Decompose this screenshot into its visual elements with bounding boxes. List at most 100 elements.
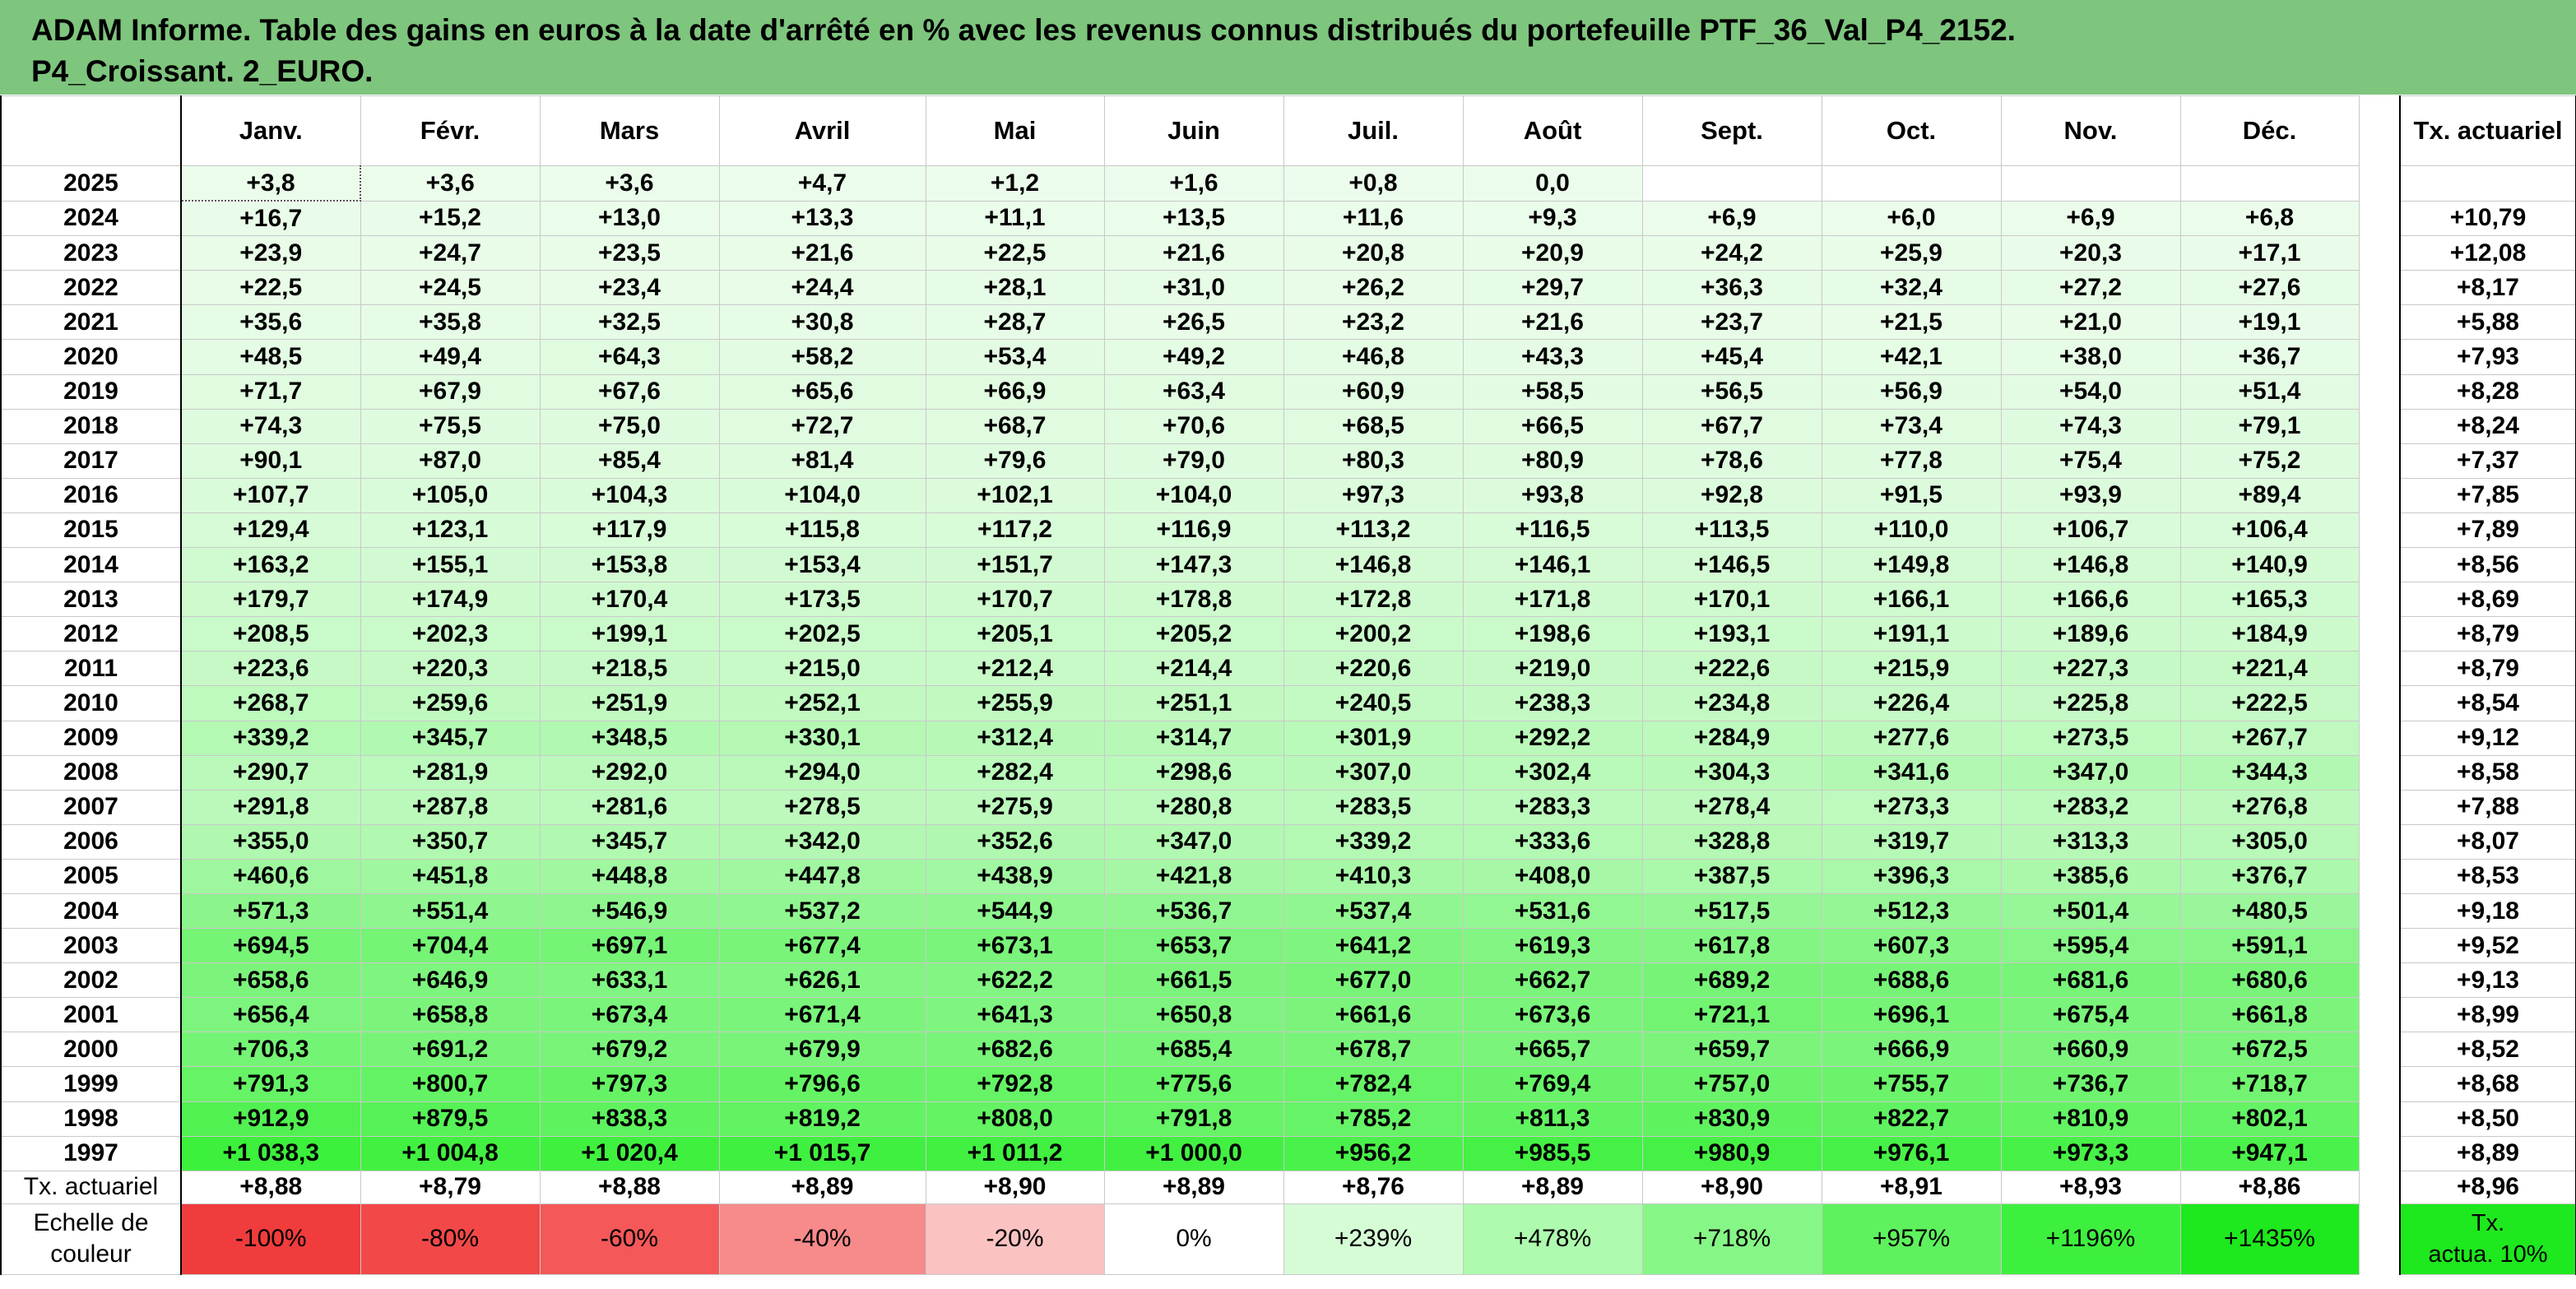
year-label: 2001 <box>0 997 182 1033</box>
gain-cell: +170,7 <box>925 582 1105 618</box>
gain-cell: +227,3 <box>2000 651 2181 687</box>
gain-cell: +146,8 <box>2000 547 2181 583</box>
color-scale-swatch: +718% <box>1641 1203 1822 1275</box>
gain-cell: +312,4 <box>925 720 1105 756</box>
gain-cell: +35,8 <box>360 304 541 341</box>
gain-cell: +3,8 <box>180 165 361 202</box>
actuarial-scale-line-1: Tx. <box>2471 1210 2505 1237</box>
gain-cell: +16,7 <box>180 200 361 237</box>
gain-cell: +292,2 <box>1462 720 1643 756</box>
month-header: Déc. <box>2179 95 2360 166</box>
table-row: 2015 +129,4 +123,1 +117,9 +115,8 +117,2 +116,9… <box>0 512 2576 549</box>
gain-cell: +421,8 <box>1103 858 1284 894</box>
column-gap <box>2359 755 2400 791</box>
gain-cell: +800,7 <box>360 1066 541 1102</box>
table-row: 2019 +71,7 +67,9 +67,6 +65,6 +66,9 +63,4 +60,9 +… <box>0 373 2576 410</box>
report-title-line-2: P4_Croissant. 2_EURO. <box>31 54 374 88</box>
gain-cell: +333,6 <box>1462 823 1643 860</box>
gain-cell: +792,8 <box>925 1066 1105 1102</box>
gain-cell: +681,6 <box>2000 962 2181 999</box>
gain-cell: +31,0 <box>1103 270 1284 306</box>
actuarial-rate-cell: +8,68 <box>2399 1066 2576 1102</box>
gain-cell: +63,4 <box>1103 373 1284 410</box>
actuarial-month-cell: +8,76 <box>1283 1170 1464 1204</box>
gain-cell: +3,6 <box>539 165 720 202</box>
gain-cell: +666,9 <box>1821 1032 2002 1068</box>
actuarial-rate-cell: +12,08 <box>2399 235 2576 271</box>
month-header: Sept. <box>1641 95 1822 166</box>
gain-cell: +74,3 <box>180 408 361 444</box>
actuarial-rate-cell: +8,52 <box>2399 1032 2576 1068</box>
gain-cell: +544,9 <box>925 893 1105 930</box>
gain-cell: +23,4 <box>539 270 720 306</box>
actuarial-scale-line-2: actua. 10% <box>2428 1241 2548 1268</box>
gain-cell: +339,2 <box>1283 823 1464 860</box>
gain-cell: +234,8 <box>1641 685 1822 721</box>
gain-cell: +276,8 <box>2179 789 2360 825</box>
year-label: 2010 <box>0 685 182 721</box>
color-scale-swatch: +478% <box>1462 1203 1643 1275</box>
gain-cell: +75,5 <box>360 408 541 444</box>
gain-cell: +25,9 <box>1821 235 2002 271</box>
actuarial-rate-cell: +7,85 <box>2399 477 2576 513</box>
table-row: 2016 +107,7 +105,0 +104,3 +104,0 +102,1 +104,0… <box>0 477 2576 513</box>
gain-cell: +79,0 <box>1103 443 1284 479</box>
gain-cell: +66,9 <box>925 373 1105 410</box>
gain-cell: +9,3 <box>1462 200 1643 237</box>
year-label: 2015 <box>0 512 182 549</box>
gain-cell: +348,5 <box>539 720 720 756</box>
gain-cell: +672,5 <box>2179 1032 2360 1068</box>
gain-cell: +171,8 <box>1462 582 1643 618</box>
gain-cell: +796,6 <box>718 1066 926 1102</box>
actuarial-month-cell: +8,79 <box>360 1170 541 1204</box>
color-scale-swatch: -20% <box>925 1203 1105 1275</box>
month-header: Janv. <box>180 95 361 166</box>
gain-cell: +198,6 <box>1462 616 1643 652</box>
gain-cell: +64,3 <box>539 339 720 375</box>
actuarial-month-cell: +8,86 <box>2179 1170 2360 1204</box>
gain-cell: +342,0 <box>718 823 926 860</box>
column-gap <box>2359 339 2400 375</box>
gain-cell: +71,7 <box>180 373 361 410</box>
gain-cell: +23,5 <box>539 235 720 271</box>
gain-cell: +718,7 <box>2179 1066 2360 1102</box>
gain-cell: +755,7 <box>1821 1066 2002 1102</box>
gain-cell: +704,4 <box>360 928 541 964</box>
gain-cell: +93,9 <box>2000 477 2181 513</box>
gain-cell: +376,7 <box>2179 858 2360 894</box>
gain-cell: +536,7 <box>1103 893 1284 930</box>
gain-cell: +689,2 <box>1641 962 1822 999</box>
actuarial-rate-cell: +8,56 <box>2399 547 2576 583</box>
gain-cell: +23,9 <box>180 235 361 271</box>
gain-cell: +226,4 <box>1821 685 2002 721</box>
gain-cell: +212,4 <box>925 651 1105 687</box>
gain-cell: +48,5 <box>180 339 361 375</box>
actuarial-month-cell: +8,93 <box>2000 1170 2181 1204</box>
actuarial-month-cell: +8,89 <box>718 1170 926 1204</box>
actuarial-rate-cell: +7,93 <box>2399 339 2576 375</box>
gain-cell: +104,3 <box>539 477 720 513</box>
gain-cell: +117,9 <box>539 512 720 549</box>
gain-cell: +178,8 <box>1103 582 1284 618</box>
gain-cell: +170,1 <box>1641 582 1822 618</box>
actuarial-rate-cell: +9,12 <box>2399 720 2576 756</box>
gain-cell: +819,2 <box>718 1101 926 1137</box>
color-scale-swatch: 0% <box>1103 1203 1284 1275</box>
gain-cell: +661,8 <box>2179 997 2360 1033</box>
gain-cell: +956,2 <box>1283 1135 1464 1171</box>
year-label: 1999 <box>0 1066 182 1102</box>
gain-cell: +736,7 <box>2000 1066 2181 1102</box>
column-gap <box>2359 478 2400 513</box>
gain-cell: +802,1 <box>2179 1101 2360 1137</box>
actuarial-rate-cell: +8,99 <box>2399 997 2576 1033</box>
gain-cell: +205,2 <box>1103 616 1284 652</box>
gain-cell: +661,6 <box>1283 997 1464 1033</box>
year-label: 2016 <box>0 477 182 513</box>
gain-cell: +53,4 <box>925 339 1105 375</box>
actuarial-rate-cell: +8,28 <box>2399 373 2576 410</box>
table-row: 2020 +48,5 +49,4 +64,3 +58,2 +53,4 +49,2 +46,8 +… <box>0 339 2576 375</box>
color-scale-swatch: +957% <box>1821 1203 2002 1275</box>
gain-cell: +0,8 <box>1283 165 1464 202</box>
gain-cell: +238,3 <box>1462 685 1643 721</box>
gain-cell: +78,6 <box>1641 443 1822 479</box>
